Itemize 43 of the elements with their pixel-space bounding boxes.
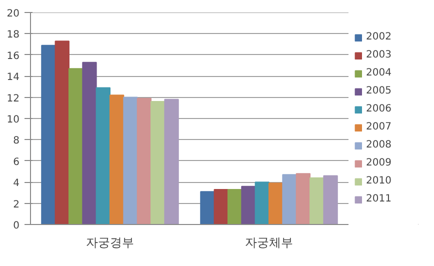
bar [268,182,284,224]
legend-label: 2011 [366,194,392,204]
legend-label: 2005 [366,86,392,96]
bar [310,177,324,224]
bar [41,44,56,224]
bar [123,96,138,224]
legend-label: 2008 [366,140,392,150]
bar [164,98,179,224]
y-tick-label: 14 [6,72,20,84]
legend-label: 2009 [366,158,392,168]
y-tick-label: 12 [6,93,20,104]
y-tick-label: 8 [13,136,20,147]
bar [96,87,110,224]
legend-label: 2007 [366,122,392,132]
x-tick-label: 자궁경부 [86,236,134,250]
y-tick-label: 16 [6,50,20,62]
y-tick-label: 4 [13,178,20,190]
y-tick-label: 18 [6,30,20,41]
bar [110,94,124,224]
bar [200,191,215,224]
bar [227,189,242,224]
bar [82,62,97,224]
y-tick-label: 6 [13,156,20,168]
bar [214,189,228,224]
bar [296,173,311,224]
y-tick-label: 10 [6,114,20,126]
bar [136,98,152,224]
bar [54,40,70,224]
legend-label: 2006 [366,104,392,114]
legend-label: 2002 [366,32,392,42]
bar [150,101,166,224]
legend-label: 2004 [366,68,392,78]
legend-label: 2010 [366,176,392,186]
bar [323,175,338,224]
x-tick-label: 자궁체부 [245,236,293,250]
bar [68,68,84,224]
y-tick-label: 20 [6,8,20,20]
bar [241,186,256,224]
y-tick-label: 2 [13,199,20,210]
bar [254,182,270,224]
legend-label: 2003 [366,50,392,60]
bar [282,174,297,224]
y-tick-label: 0 [13,220,20,232]
